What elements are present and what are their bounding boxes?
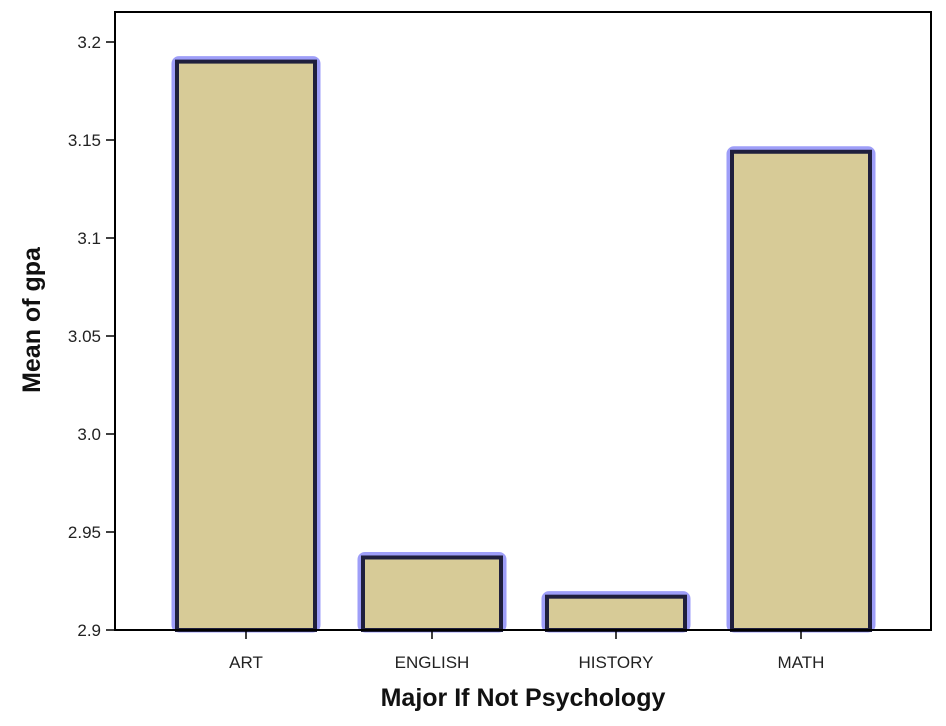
bar-history xyxy=(545,594,687,632)
x-tick-label-english: ENGLISH xyxy=(395,653,470,672)
y-tick-label: 3.0 xyxy=(77,425,101,444)
bars-group xyxy=(171,56,876,633)
bar-math xyxy=(730,149,872,632)
bar-english xyxy=(361,555,503,632)
y-tick-label: 3.05 xyxy=(68,327,101,346)
y-axis-ticks: 2.9 2.95 3.0 3.05 3.1 3.15 3.2 xyxy=(68,33,115,640)
bar-art xyxy=(175,59,317,633)
y-tick-label: 3.1 xyxy=(77,229,101,248)
x-tick-label-history: HISTORY xyxy=(579,653,654,672)
y-tick-label: 3.15 xyxy=(68,131,101,150)
y-tick-label: 3.2 xyxy=(77,33,101,52)
x-tick-label-math: MATH xyxy=(778,653,825,672)
x-tick-label-art: ART xyxy=(229,653,263,672)
y-axis-title: Mean of gpa xyxy=(18,246,46,393)
y-tick-label: 2.95 xyxy=(68,523,101,542)
x-axis-ticks: ART ENGLISH HISTORY MATH xyxy=(229,630,824,672)
x-axis-title: Major If Not Psychology xyxy=(381,684,666,712)
y-tick-label: 2.9 xyxy=(77,621,101,640)
